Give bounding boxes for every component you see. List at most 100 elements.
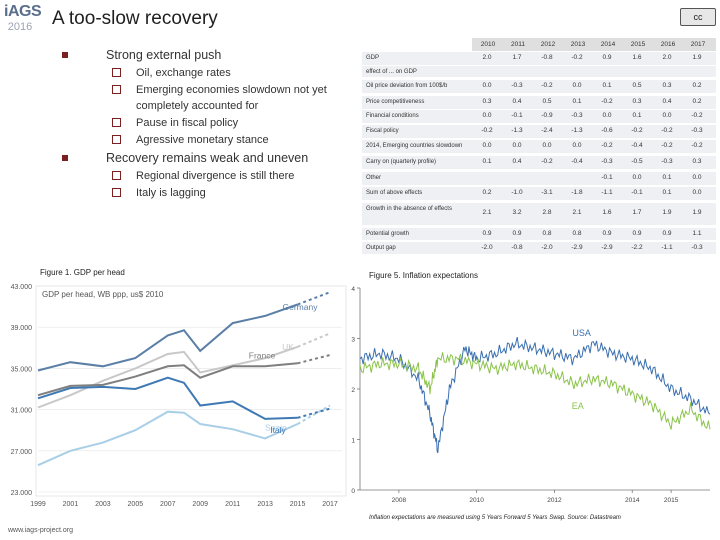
table-cell: 1.9 [662,209,672,216]
table-cell: -0.2 [691,142,703,149]
table-cell: -2.9 [601,244,613,251]
table-cell: 0.8 [572,230,582,237]
table-cell: -2.2 [631,244,643,251]
table-cell: -0.3 [571,112,583,119]
table-cell: -0.2 [601,98,613,105]
row-label: Oil price deviation from 100$/b [366,83,448,89]
row-label: Carry on (quarterly profile) [366,159,437,165]
series-line-france [37,362,298,397]
table-row: Financial conditions 0.0 -0.1 -0.9 -0.3 0.0 0.… [362,110,716,123]
table-cell: 0.0 [572,82,582,89]
table-cell: 0.2 [692,98,702,105]
table-cell: 0.9 [482,230,492,237]
table-cell: -0.6 [601,127,613,134]
table-cell: 0.0 [602,112,612,119]
footer-url: www.iags-project.org [8,527,73,534]
y-tick-label: 39.000 [11,325,33,332]
bullet-square-icon [62,155,68,161]
series-line-ea [359,352,711,430]
table-cell: -0.3 [691,127,703,134]
x-tick-label: 2007 [160,501,176,508]
table-row: effect of ... on GDP [362,66,716,77]
checkbox-bullet-icon [112,188,121,197]
table-cell: -0.4 [571,158,583,165]
x-tick-label: 2008 [392,497,407,504]
table-cell: -0.4 [631,142,643,149]
figure1-caption: Figure 1. GDP per head [40,268,125,277]
year-header: 2013 [570,41,586,48]
row-label: Output gap [366,245,396,251]
table-cell: 2.0 [482,54,492,61]
table-row: Other -0.1 0.0 0.1 0.0 [362,172,716,185]
table-row: Oil price deviation from 100$/b 0.0 -0.3 -0… [362,80,716,93]
series-label: Spain [265,422,287,432]
sub-bullet-item: Emerging economies slowdown not yet comp… [62,82,352,114]
checkbox-bullet-icon [112,118,121,127]
checkbox-bullet-icon [112,135,121,144]
table-cell: 0.8 [542,230,552,237]
y-tick-label: 23.000 [11,490,33,497]
series-label: UK [282,342,294,352]
table-cell: -1.1 [661,244,673,251]
sub-bullet-item: Pause in fiscal policy [62,115,352,131]
table-cell: 0.0 [512,142,522,149]
y-tick-label: 4 [351,286,355,293]
table-cell: -0.8 [541,54,553,61]
x-tick-label: 2014 [625,497,640,504]
table-cell: 0.5 [632,82,642,89]
sub-bullet-item: Regional divergence is still there [62,168,352,184]
year-header: 2011 [511,41,525,48]
table-cell: -0.1 [601,174,613,181]
bullet-list: Strong external push Oil, exchange rates… [62,46,352,202]
table-cell: 1.7 [512,54,522,61]
table-cell: -0.2 [631,127,643,134]
row-label: Price competitiveness [366,99,425,105]
table-cell: 0.9 [602,230,612,237]
x-tick-label: 2009 [192,501,208,508]
table-cell: 0.1 [662,189,672,196]
series-line-usa [359,336,711,454]
table-cell: 2.1 [572,209,582,216]
table-cell: 1.6 [602,209,612,216]
row-label: GDP [366,55,380,61]
chart-inner-title: GDP per head, WB ppp, us$ 2010 [42,290,164,299]
table-cell: 0.0 [662,112,672,119]
table-cell: 0.0 [482,112,492,119]
row-label: Other [366,175,382,181]
table-cell: 1.7 [632,209,642,216]
table-cell: -0.2 [571,54,583,61]
checkbox-bullet-icon [112,85,121,94]
table-row: Price competitiveness 0.3 0.4 0.5 0.1 -0.2 0.3… [362,96,716,109]
x-tick-label: 2003 [95,501,111,508]
table-cell: 2.0 [662,54,672,61]
table-cell: 2.8 [542,209,552,216]
gdp-per-head-chart: GDP per head, WB ppp, us$ 2010 23.000 27.… [11,284,347,508]
sub-bullet-text: Italy is lagging [136,187,206,199]
y-tick-label: 31.000 [11,408,33,415]
table-cell: -0.2 [691,112,703,119]
year-header: 2015 [630,41,646,48]
row-label: Growth in the absence of effects [366,206,452,212]
table-cell: 0.5 [542,98,552,105]
x-tick-label: 2011 [225,501,240,508]
table-row: Carry on (quarterly profile) 0.1 0.4 -0.2 -0… [362,156,716,169]
bullet-item: Recovery remains weak and uneven [62,149,352,167]
table-cell: 0.1 [632,112,642,119]
slide-title: A too-slow recovery [52,8,218,29]
table-cell: 0.0 [632,174,642,181]
y-tick-label: 3 [351,337,355,344]
table-cell: 0.1 [482,158,492,165]
table-cell: -1.3 [571,127,583,134]
x-tick-label: 2013 [257,501,273,508]
bullet-square-icon [62,52,68,58]
table-cell: -0.1 [631,189,643,196]
sub-bullet-text: Regional divergence is still there [136,170,295,182]
table-cell: -2.9 [571,244,583,251]
table-row: Sum of above effects 0.2 -1.0 -3.1 -1.8 -1.1 -… [362,187,716,200]
figure5-note: Inflation expectations are measured usin… [369,515,621,521]
table-cell: 0.0 [692,189,702,196]
bullet-text: Recovery remains weak and uneven [106,151,309,165]
sub-bullet-text: Agressive monetary stance [136,134,269,146]
series-line-italy [37,376,298,420]
x-tick-label: 1999 [30,501,46,508]
